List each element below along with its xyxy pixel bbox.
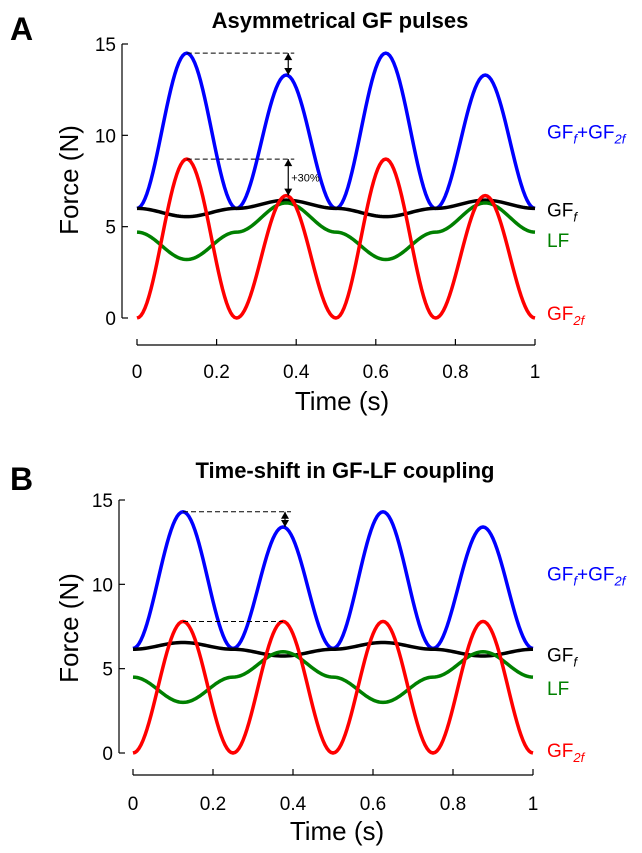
series-line-gf-f-gf-2f [136,51,536,211]
x-tick-label: 0 [132,362,143,383]
panel-b-axes: 0 5 10 15 0 0.2 0.4 0.6 0.8 1 [92,491,538,815]
series-line-gf-2f [136,157,536,320]
series-label-gf-f: GFf [547,200,578,224]
panel-a-x-axis-label: Time (s) [295,386,389,416]
series-label-lf: LF [547,679,569,700]
series-label-gf-2f: GF2f [547,304,586,328]
panel-a-axes: 0 5 10 15 0 0.2 0.4 0.6 0.8 1 [95,35,540,383]
x-tick-label: 0.8 [440,794,466,815]
panel-b-y-axis-label: Force (N) [54,573,84,683]
x-tick-label: 0.4 [283,362,310,383]
series-line-gf-f [136,198,536,219]
x-tick-label: 0.6 [363,362,389,383]
panel-b: B Time-shift in GF-LF coupling Force (N)… [10,458,627,846]
series-label-gf-f-gf-2f: GFf+GF2f [547,122,627,146]
arrow-head-down [281,519,289,527]
difference-annotation-text: +30% [291,172,320,184]
panel-a: A Asymmetrical GF pulses Force (N) Time … [10,8,627,416]
y-tick-label: 0 [102,744,113,765]
x-tick-label: 0.2 [203,362,229,383]
panel-a-letter: A [10,11,33,47]
x-tick-label: 1 [528,794,539,815]
y-tick-label: 10 [95,126,116,147]
series-label-lf: LF [547,231,569,252]
panel-a-annotations: +30% [186,52,320,196]
panel-b-letter: B [10,461,33,497]
y-tick-label: 5 [105,218,116,239]
panel-a-title: Asymmetrical GF pulses [212,8,469,33]
arrow-head-down [284,68,293,76]
panel-a-y-axis-label: Force (N) [54,125,84,235]
panel-a-curves [136,51,536,320]
panel-b-series-labels: GFf+GF2f GFf LF GF2f [547,564,627,765]
x-tick-label: 0.8 [442,362,468,383]
x-tick-label: 0.6 [360,794,386,815]
series-line-lf [132,650,534,705]
arrow-head-up [281,511,289,519]
series-line-gf-2f [132,619,534,755]
series-label-gf-f-gf-2f: GFf+GF2f [547,564,627,588]
panel-b-x-axis-label: Time (s) [290,816,384,846]
y-tick-label: 15 [92,491,113,512]
x-tick-label: 1 [530,362,541,383]
series-label-gf-2f: GF2f [547,741,586,765]
x-tick-label: 0.4 [280,794,307,815]
y-tick-label: 5 [102,660,113,681]
arrow-head-up [284,53,293,61]
panel-a-series-labels: GFf+GF2f GFf LF GF2f [547,122,627,328]
series-line-lf [136,201,536,262]
panel-b-title: Time-shift in GF-LF coupling [195,458,494,483]
series-label-gf-f: GFf [547,645,578,669]
x-tick-label: 0.2 [200,794,226,815]
arrow-head-down [284,188,293,196]
series-line-gf-f-gf-2f [132,510,534,651]
panel-b-annotations [183,511,291,622]
y-tick-label: 10 [92,575,113,596]
y-tick-label: 15 [95,35,116,56]
arrow-head-up [284,159,293,167]
x-tick-label: 0 [128,794,139,815]
panel-b-curves [132,510,534,755]
y-tick-label: 0 [105,309,116,330]
